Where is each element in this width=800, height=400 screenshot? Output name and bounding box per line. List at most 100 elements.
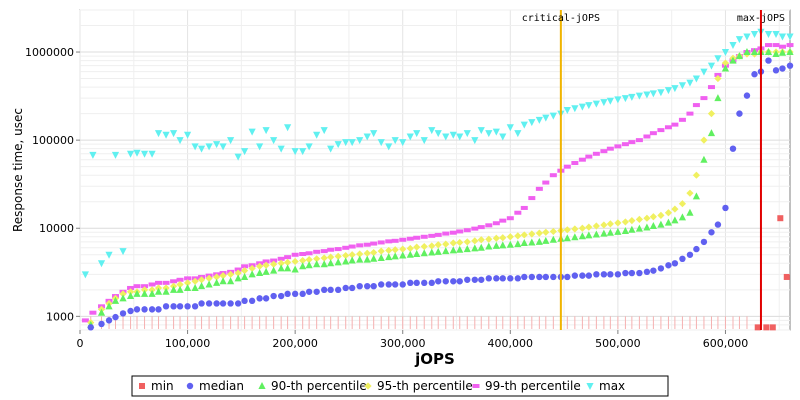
median-point [499,275,506,282]
median-point [471,276,479,283]
90-th-percentile-point [406,250,414,258]
99-th-percentile-point [434,232,442,237]
90-th-percentile-point [148,289,156,297]
99-th-percentile-point [342,245,350,250]
90-th-percentile-point [205,280,213,288]
median-point [650,267,657,274]
90-th-percentile-point [363,255,371,263]
max-point [313,131,321,139]
90-th-percentile-point [449,246,457,254]
90-th-percentile-point [133,289,141,297]
99-th-percentile-point [471,226,479,231]
max-point [714,55,722,63]
median-point [657,265,665,272]
marker-label: max-jOPS [737,13,785,24]
99-th-percentile-point [89,310,97,315]
median-point [205,300,213,307]
95-th-percentile-point [686,189,694,197]
median-point [679,255,686,263]
max-point [735,36,744,44]
95-th-percentile-point [219,272,227,280]
x-tick-label: 0 [77,337,84,350]
99-th-percentile-point [621,142,629,147]
95-th-percentile-point [191,277,199,285]
95-th-percentile-point [678,200,687,208]
99-th-percentile-point [391,238,399,243]
99-th-percentile-point [463,228,471,233]
median-point [234,300,242,307]
90-th-percentile-point [219,277,227,285]
median-point [442,278,449,285]
90-th-percentile-point [248,270,256,278]
90-th-percentile-point [514,240,522,248]
99-th-percentile-point [81,318,89,323]
median-point [141,306,148,313]
95-th-percentile-point [348,251,356,259]
95-th-percentile-point [628,217,636,225]
90-th-percentile-point [442,247,450,255]
95-th-percentile-point [183,279,192,287]
99-th-percentile-point [363,242,371,247]
95-th-percentile-point [463,238,471,246]
95-th-percentile-point [385,246,393,255]
95-th-percentile-point [499,234,507,242]
max-point [348,139,356,147]
legend-swatch [586,383,594,390]
max-point [764,31,773,39]
90-th-percentile-point [456,245,464,253]
95-th-percentile-point [542,228,550,236]
median-point [643,268,651,276]
max-point [628,93,636,101]
median-point [170,303,177,310]
99-th-percentile-point [664,125,672,130]
max-point [635,92,643,100]
90-th-percentile-point [772,49,780,57]
90-th-percentile-point [140,289,149,297]
95-th-percentile-point [506,233,514,241]
95-th-percentile-point [399,245,407,253]
90-th-percentile-point [664,218,673,226]
max-point [520,121,528,129]
median-point [133,306,141,313]
90-th-percentile-point [492,241,500,249]
90-th-percentile-point [270,266,278,274]
90-th-percentile-point [499,241,507,249]
99-th-percentile-point [299,252,307,257]
90-th-percentile-point [399,251,407,259]
max-point [154,130,163,138]
95-th-percentile-point [270,260,278,268]
max-point [563,106,571,114]
99-th-percentile-point [399,237,407,242]
median-point [291,290,299,298]
90-th-percentile-point [197,282,206,290]
99-th-percentile-point [786,43,794,48]
max-point [643,91,651,99]
median-point [385,281,392,288]
95-th-percentile-point [126,288,135,296]
90-th-percentile-point [313,260,321,268]
99-th-percentile-point [707,85,715,90]
99-th-percentile-point [649,131,657,136]
99-th-percentile-point [148,282,156,287]
95-th-percentile-point [485,235,493,243]
median-point [729,145,737,152]
y-tick-label: 1000000 [25,46,74,59]
max-point [191,143,199,151]
95-th-percentile-point [413,243,421,251]
max-point [363,133,371,141]
x-axis-title: jOPS [414,350,455,368]
median-point [686,251,694,258]
99-th-percentile-point [442,231,450,236]
90-th-percentile-point [778,48,787,56]
95-th-percentile-point [428,242,436,250]
min-point [777,215,784,222]
99-th-percentile-point [477,225,485,230]
90-th-percentile-point [686,208,694,216]
90-th-percentile-point [154,287,163,295]
legend-swatch [139,383,145,389]
legend-label: min [151,379,174,393]
median-point [714,221,722,228]
max-point [377,139,385,147]
99-th-percentile-point [614,144,622,149]
median-point [450,278,457,285]
